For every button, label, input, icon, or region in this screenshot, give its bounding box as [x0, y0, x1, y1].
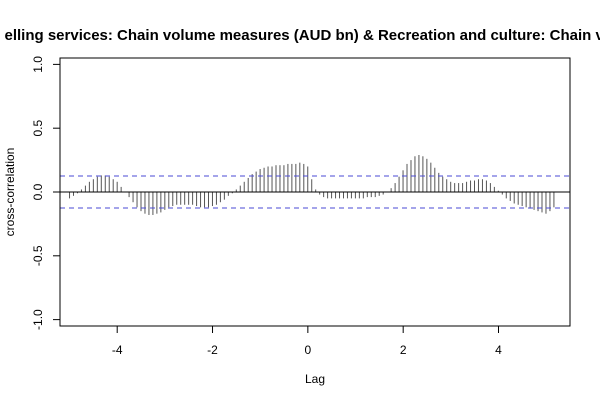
y-axis: -1.0 -0.5 0.0 0.5 1.0 [31, 56, 61, 330]
x-tick-label: -4 [112, 343, 123, 357]
x-axis: -4 -2 0 2 4 [112, 325, 502, 357]
x-axis-label: Lag [305, 372, 325, 386]
y-tick-label: 0.0 [31, 183, 45, 200]
y-tick-label: -0.5 [31, 245, 45, 266]
acf-bars [69, 154, 555, 215]
x-tick-label: 0 [305, 343, 312, 357]
x-tick-label: 4 [495, 343, 502, 357]
y-axis-label: cross-correlation [3, 148, 17, 237]
y-tick-label: -1.0 [31, 309, 45, 330]
x-tick-label: 2 [400, 343, 407, 357]
x-tick-label: -2 [207, 343, 218, 357]
y-tick-label: 0.5 [31, 120, 45, 137]
chart-title: elling services: Chain volume measures (… [5, 27, 600, 44]
y-tick-label: 1.0 [31, 56, 45, 73]
